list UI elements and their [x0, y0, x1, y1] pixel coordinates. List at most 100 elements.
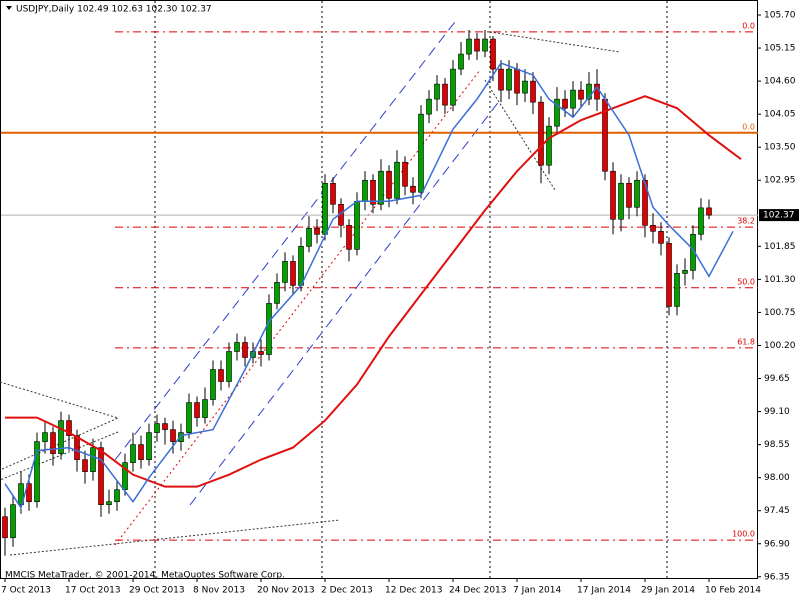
- candle-body: [522, 80, 528, 94]
- candle-body: [218, 369, 224, 382]
- candle-body: [266, 303, 272, 355]
- candle-body: [394, 161, 400, 199]
- y-tick-label: 101.85: [764, 242, 796, 252]
- candle-body: [706, 207, 712, 216]
- y-tick-label: 104.05: [764, 110, 796, 120]
- candle-body: [330, 182, 336, 205]
- candle-body: [450, 68, 456, 106]
- candle-body: [290, 261, 296, 286]
- candle-body: [634, 179, 640, 208]
- candle-body: [386, 170, 392, 199]
- candle-body: [562, 98, 568, 109]
- candle-body: [170, 429, 176, 442]
- candle-body: [370, 179, 376, 205]
- period-separators: [154, 1, 668, 578]
- x-tick-label: 8 Nov 2013: [193, 586, 245, 596]
- candle-body: [2, 516, 8, 539]
- candle-body: [186, 402, 192, 433]
- y-tick-label: 99.65: [764, 374, 790, 384]
- last-price-label: 102.37: [763, 211, 795, 221]
- candle-body: [66, 420, 72, 436]
- candle-body: [418, 113, 424, 193]
- candle-body: [306, 228, 312, 247]
- candle-body: [682, 270, 688, 274]
- level-label: 50.0: [737, 277, 755, 286]
- candle-body: [410, 185, 416, 193]
- candle-body: [618, 182, 624, 220]
- trendline: [0, 431, 119, 481]
- x-tick-label: 24 Dec 2013: [449, 586, 507, 596]
- candle-body: [514, 68, 520, 94]
- candle-body: [114, 489, 120, 502]
- moving-average: [4, 62, 734, 510]
- trendline: [489, 31, 621, 53]
- candle-body: [666, 243, 672, 307]
- candle-body: [538, 101, 544, 166]
- y-tick-label: 98.00: [764, 473, 790, 483]
- y-tick-label: 105.15: [764, 44, 796, 54]
- candle-body: [578, 89, 584, 100]
- candle-body: [506, 68, 512, 91]
- candle-body: [58, 420, 64, 454]
- candle-body: [570, 89, 576, 109]
- candle-body: [554, 98, 560, 127]
- candle-body: [610, 170, 616, 220]
- x-tick-label: 17 Jan 2014: [577, 586, 631, 596]
- candle-body: [162, 423, 168, 430]
- candle-body: [626, 182, 632, 208]
- candle-body: [50, 432, 56, 454]
- y-tick-label: 99.10: [764, 407, 790, 417]
- candle-body: [650, 225, 656, 232]
- candle-body: [74, 435, 80, 460]
- channel-line: [114, 17, 459, 461]
- last-price-tag: [759, 209, 799, 222]
- y-tick-label: 97.45: [764, 506, 790, 516]
- candle-body: [378, 170, 384, 205]
- candle-body: [202, 399, 208, 418]
- candle-body: [322, 182, 328, 235]
- candle-body: [34, 441, 40, 502]
- candle-body: [226, 351, 232, 382]
- y-tick-label: 100.20: [764, 341, 796, 351]
- y-tick-label: 105.70: [764, 11, 796, 21]
- candle-body: [546, 125, 552, 166]
- candle-body: [90, 447, 96, 472]
- candle-body: [258, 351, 264, 355]
- candle-body: [530, 80, 536, 103]
- x-tick-label: 2 Dec 2013: [321, 586, 373, 596]
- candle-body: [314, 228, 320, 235]
- candle-body: [130, 444, 136, 463]
- candle-body: [346, 225, 352, 250]
- x-tick-label: 7 Jan 2014: [513, 586, 561, 596]
- level-label: 38.2: [737, 217, 755, 226]
- y-tick-label: 96.35: [764, 572, 790, 582]
- level-label: 100.0: [732, 530, 755, 539]
- x-tick-label: 29 Oct 2013: [129, 586, 185, 596]
- candle-body: [138, 444, 144, 460]
- candle-body: [194, 402, 200, 418]
- candle-body: [26, 483, 32, 502]
- level-label: 0.0: [742, 21, 755, 30]
- candle-body: [18, 483, 24, 505]
- candle-body: [658, 231, 664, 244]
- footer: MMCIS MetaTrader, © 2001-2014, MetaQuote…: [5, 571, 285, 581]
- candle-body: [122, 462, 128, 490]
- candle-body: [402, 161, 408, 187]
- y-tick-label: 104.60: [764, 77, 796, 87]
- y-tick-label: 100.75: [764, 308, 796, 318]
- moving-average: [5, 95, 742, 488]
- x-tick-label: 10 Feb 2014: [705, 586, 761, 596]
- channel: [114, 17, 501, 546]
- candle-body: [274, 282, 280, 304]
- candle-body: [674, 273, 680, 307]
- level-label: 0.0: [742, 122, 755, 131]
- candle-body: [82, 459, 88, 472]
- candle-body: [474, 38, 480, 52]
- chart-title: USDJPY,Daily 102.49 102.63 102.30 102.37: [16, 5, 212, 15]
- trendline: [9, 519, 341, 556]
- candle-body: [698, 207, 704, 235]
- menu-icon[interactable]: [6, 6, 12, 10]
- x-tick-label: 20 Nov 2013: [257, 586, 315, 596]
